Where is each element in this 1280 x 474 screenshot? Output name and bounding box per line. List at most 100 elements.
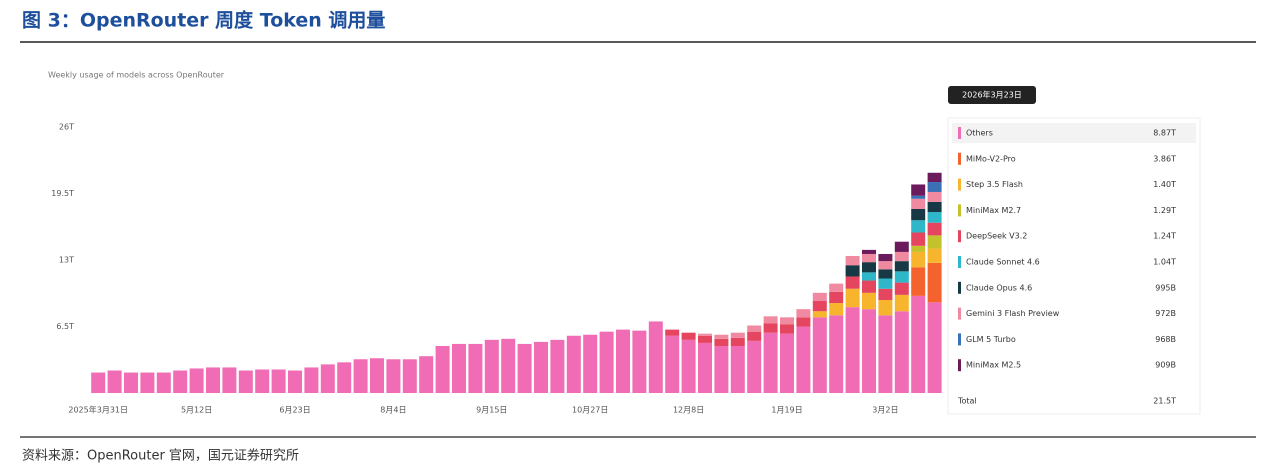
bar-segment bbox=[780, 333, 794, 393]
bar-segment bbox=[747, 331, 762, 341]
tooltip-series-name: MiniMax M2.7 bbox=[966, 206, 1021, 215]
bar-segment bbox=[911, 195, 926, 199]
bar-segment bbox=[911, 295, 926, 393]
tooltip-total: 21.5T bbox=[1153, 397, 1176, 406]
tooltip-series-name: Claude Opus 4.6 bbox=[966, 283, 1032, 292]
x-tick-label: 8月4日 bbox=[380, 406, 406, 415]
bar-segment bbox=[862, 272, 876, 281]
bar-segment bbox=[763, 323, 778, 333]
bar-segment bbox=[452, 343, 466, 393]
y-tick-label: 19.5T bbox=[51, 189, 74, 198]
tooltip-value: 3.86T bbox=[1153, 154, 1176, 163]
bar-segment bbox=[140, 372, 155, 393]
tooltip-value: 968B bbox=[1155, 335, 1176, 344]
x-tick-label: 2025年3月31日 bbox=[68, 405, 128, 415]
tooltip-total-name: Total bbox=[957, 397, 977, 406]
bar-segment bbox=[927, 222, 942, 236]
chart-subtitle: Weekly usage of models across OpenRouter bbox=[48, 71, 225, 80]
tooltip-swatch bbox=[958, 307, 961, 320]
bar-segment bbox=[894, 294, 909, 312]
bar-segment bbox=[878, 315, 893, 393]
bar-segment bbox=[484, 339, 499, 393]
bar-segment bbox=[796, 326, 811, 393]
x-tick-label: 5月12日 bbox=[181, 406, 212, 415]
bar-segment bbox=[878, 288, 893, 300]
bar-segment bbox=[534, 341, 548, 393]
bar-segment bbox=[812, 301, 827, 312]
x-tick-label: 6月23日 bbox=[279, 406, 310, 415]
bar-segment bbox=[878, 299, 893, 316]
bar-segment bbox=[189, 368, 204, 393]
bar-segment bbox=[681, 339, 696, 393]
bar-segment bbox=[616, 329, 630, 393]
bar-segment bbox=[747, 340, 762, 393]
bar-segment bbox=[730, 332, 745, 338]
bar-segment bbox=[370, 358, 384, 393]
bar-segment bbox=[206, 367, 220, 393]
bar-segment bbox=[402, 359, 417, 393]
bar-segment bbox=[927, 172, 942, 183]
bar-segment bbox=[894, 271, 909, 283]
bar-segment bbox=[648, 321, 663, 393]
bar-segment bbox=[156, 372, 171, 393]
tooltip-row-highlight bbox=[952, 123, 1196, 143]
bar-segment bbox=[878, 261, 893, 270]
bar-segment bbox=[845, 256, 860, 266]
bar-segment bbox=[304, 367, 319, 393]
bar-segment bbox=[681, 332, 696, 340]
source: 资料来源：OpenRouter 官网，国元证券研究所 bbox=[22, 448, 299, 464]
bar-segment bbox=[107, 370, 122, 393]
bar-segment bbox=[632, 330, 647, 393]
bar-segment bbox=[894, 251, 909, 262]
y-tick-label: 6.5T bbox=[56, 322, 74, 331]
bar-segment bbox=[780, 317, 794, 325]
bar-segment bbox=[829, 315, 844, 393]
tooltip-value: 1.29T bbox=[1153, 206, 1176, 215]
bar-segment bbox=[698, 335, 712, 343]
bar-segment bbox=[878, 253, 893, 262]
bar-segment bbox=[698, 333, 712, 336]
y-tick-label: 13T bbox=[59, 256, 74, 265]
tooltip-swatch bbox=[958, 127, 961, 139]
bar-segment bbox=[730, 337, 745, 346]
bar-segment bbox=[862, 309, 876, 393]
tooltip-series-name: MiniMax M2.5 bbox=[966, 361, 1021, 370]
bar-segment bbox=[517, 343, 532, 393]
tooltip-swatch bbox=[958, 333, 961, 346]
bar-segment bbox=[927, 212, 942, 223]
bar-segment bbox=[320, 364, 335, 393]
bar-segment bbox=[238, 370, 253, 393]
bar-segment bbox=[730, 345, 745, 393]
bar-segment bbox=[468, 343, 483, 393]
bar-segment bbox=[583, 334, 598, 393]
x-tick-label: 12月8日 bbox=[673, 406, 704, 415]
bar-segment bbox=[386, 359, 401, 393]
tooltip-series-name: MiMo-V2-Pro bbox=[966, 154, 1016, 163]
bar-segment bbox=[894, 241, 909, 252]
tooltip-value: 8.87T bbox=[1153, 129, 1176, 138]
bar-segment bbox=[927, 191, 942, 202]
tooltip-swatch bbox=[958, 204, 961, 217]
tooltip-swatch bbox=[958, 230, 961, 243]
bar-segment bbox=[337, 362, 352, 393]
bar-segment bbox=[796, 309, 811, 318]
tooltip-value: 995B bbox=[1155, 283, 1176, 292]
bar-segment bbox=[566, 335, 581, 393]
tooltip-swatch bbox=[958, 152, 961, 165]
y-tick-label: 26T bbox=[59, 123, 74, 132]
bar-segment bbox=[927, 302, 942, 393]
tooltip-value: 972B bbox=[1155, 309, 1176, 318]
bar-segment bbox=[812, 311, 827, 318]
bar-segment bbox=[862, 249, 876, 254]
bar-segment bbox=[927, 201, 942, 213]
bar-segment bbox=[911, 220, 926, 233]
bar-segment bbox=[829, 291, 844, 304]
bar-segment bbox=[829, 303, 844, 316]
bar-segment bbox=[894, 311, 909, 393]
bar-segment bbox=[599, 331, 614, 393]
bar-segment bbox=[763, 332, 778, 393]
bar-segment bbox=[845, 276, 860, 289]
x-tick-label: 9月15日 bbox=[476, 406, 507, 415]
bar-segment bbox=[911, 251, 926, 268]
bar-segment bbox=[878, 269, 893, 279]
